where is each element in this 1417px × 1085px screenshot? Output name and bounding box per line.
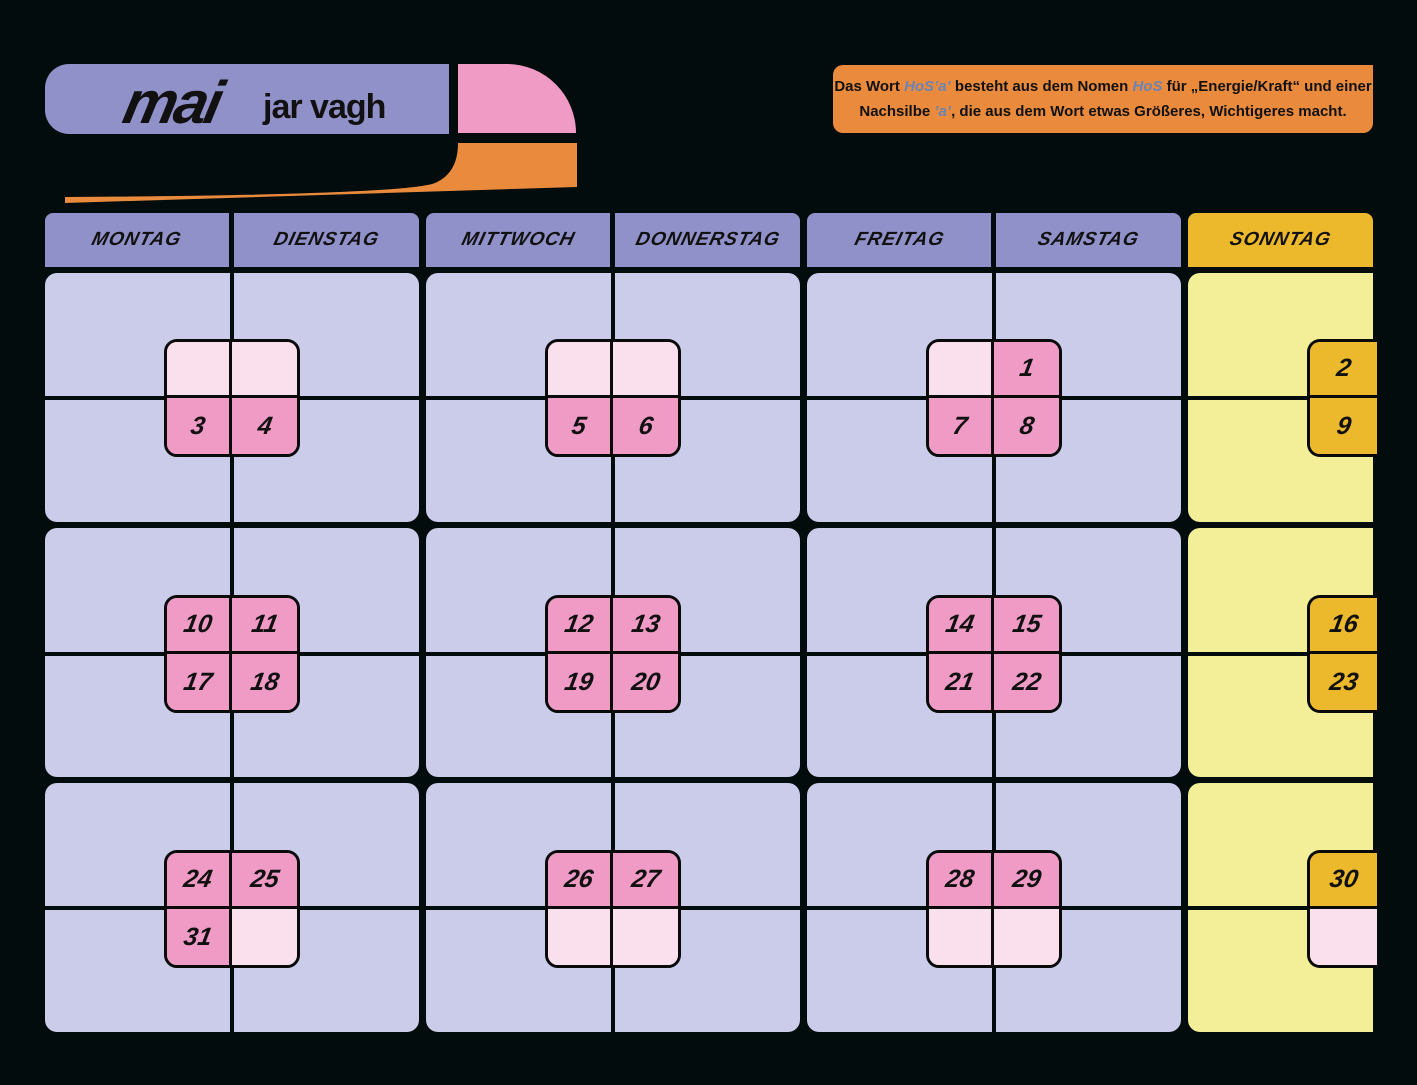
date-cell: 1 <box>994 342 1059 398</box>
date-cell <box>548 342 613 398</box>
date-cell <box>548 909 613 965</box>
divider-week2 <box>45 652 1373 656</box>
info-box: Das Wort HoS’a’ besteht aus dem Nomen Ho… <box>833 65 1373 133</box>
date-cell: 14 <box>929 598 994 654</box>
day-header-freitag: freitag <box>807 213 991 267</box>
date-cell: 11 <box>232 598 297 654</box>
info-line-2: Nachsilbe ’a’, die aus dem Wort etwas Gr… <box>859 103 1347 120</box>
date-cell: 23 <box>1310 654 1377 710</box>
week1-fr-sa-dates: 1 7 8 <box>926 339 1062 457</box>
date-cell: 22 <box>994 654 1059 710</box>
title-bar <box>45 64 449 134</box>
week1-mi-do-dates: 5 6 <box>545 339 681 457</box>
day-header-montag: montag <box>45 213 229 267</box>
date-cell <box>929 342 994 398</box>
divider-week3 <box>45 906 1373 910</box>
date-cell <box>232 909 297 965</box>
day-header-samstag: samstag <box>996 213 1181 267</box>
date-cell: 30 <box>1310 853 1377 909</box>
header-pink-cap <box>458 64 576 133</box>
date-cell: 3 <box>167 398 232 454</box>
date-cell: 17 <box>167 654 232 710</box>
info-line-1: Das Wort HoS’a’ besteht aus dem Nomen Ho… <box>834 78 1372 95</box>
date-cell: 24 <box>167 853 232 909</box>
date-cell: 16 <box>1310 598 1377 654</box>
info-word-suffix: ’a’ <box>934 103 952 120</box>
date-cell <box>167 342 232 398</box>
date-cell: 2 <box>1310 342 1377 398</box>
date-cell: 28 <box>929 853 994 909</box>
day-header-sonntag: sonntag <box>1188 213 1373 267</box>
date-cell: 21 <box>929 654 994 710</box>
month-klingon-title: jar vagh <box>263 88 386 126</box>
date-cell <box>613 342 678 398</box>
date-cell <box>1310 909 1377 965</box>
date-cell: 8 <box>994 398 1059 454</box>
week1-so-dates: 2 9 <box>1307 339 1377 457</box>
date-cell: 27 <box>613 853 678 909</box>
date-cell: 26 <box>548 853 613 909</box>
info-word-hos: HoS <box>1132 78 1163 95</box>
date-cell <box>994 909 1059 965</box>
date-cell: 5 <box>548 398 613 454</box>
month-title: mai <box>117 69 227 136</box>
date-cell <box>929 909 994 965</box>
date-cell: 29 <box>994 853 1059 909</box>
day-header-dienstag: dienstag <box>234 213 419 267</box>
date-cell: 25 <box>232 853 297 909</box>
week3-fr-sa-dates: 28 29 <box>926 850 1062 968</box>
date-cell: 9 <box>1310 398 1377 454</box>
week3-mi-do-dates: 26 27 <box>545 850 681 968</box>
date-cell <box>232 342 297 398</box>
date-cell: 7 <box>929 398 994 454</box>
date-cell <box>613 909 678 965</box>
date-cell: 4 <box>232 398 297 454</box>
info-word-hosa: HoS’a’ <box>904 78 951 95</box>
date-cell: 18 <box>232 654 297 710</box>
date-cell: 20 <box>613 654 678 710</box>
week2-mo-di-dates: 10 11 17 18 <box>164 595 300 713</box>
week3-so-dates: 30 <box>1307 850 1377 968</box>
date-cell: 6 <box>613 398 678 454</box>
week2-fr-sa-dates: 14 15 21 22 <box>926 595 1062 713</box>
date-cell: 31 <box>167 909 232 965</box>
date-cell: 15 <box>994 598 1059 654</box>
week2-so-dates: 16 23 <box>1307 595 1377 713</box>
week3-mo-di-dates: 24 25 31 <box>164 850 300 968</box>
week2-mi-do-dates: 12 13 19 20 <box>545 595 681 713</box>
divider-week1 <box>45 396 1373 400</box>
date-cell: 19 <box>548 654 613 710</box>
week1-mo-di-dates: 3 4 <box>164 339 300 457</box>
date-cell: 12 <box>548 598 613 654</box>
header-orange-elbow <box>65 143 577 203</box>
date-cell: 10 <box>167 598 232 654</box>
day-header-donnerstag: donnerstag <box>615 213 800 267</box>
date-cell: 13 <box>613 598 678 654</box>
day-header-mittwoch: mittwoch <box>426 213 610 267</box>
